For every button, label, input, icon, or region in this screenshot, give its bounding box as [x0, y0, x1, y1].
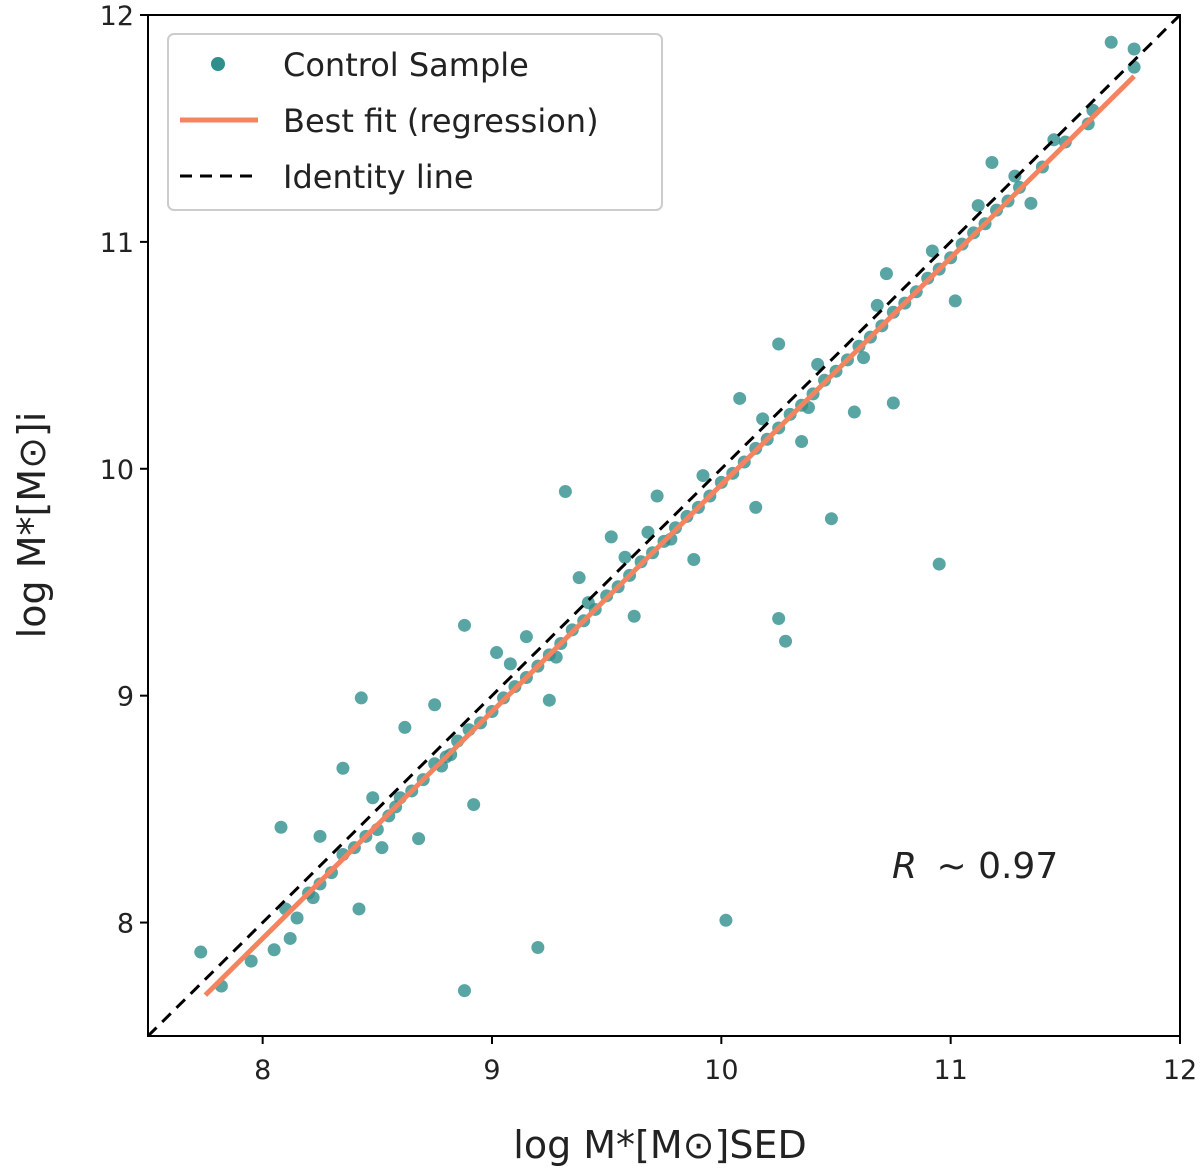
data-point-92	[558, 484, 572, 498]
data-point-73	[1127, 42, 1141, 56]
data-point-90	[531, 941, 545, 955]
legend-marker-control-sample	[211, 57, 225, 71]
data-point-119	[503, 657, 517, 671]
data-point-76	[283, 931, 297, 945]
y-tick-label-12: 12	[100, 1, 134, 32]
x-tick-label-8: 8	[254, 1055, 271, 1086]
data-point-124	[811, 357, 825, 371]
x-axis-title: log M*[M⊙]SED	[513, 1123, 806, 1167]
data-point-128	[1008, 169, 1022, 183]
data-point-72	[1104, 35, 1118, 49]
data-point-80	[352, 902, 366, 916]
data-point-78	[336, 761, 350, 775]
y-tick-label-9: 9	[117, 682, 134, 713]
data-point-88	[490, 646, 504, 660]
y-axis-title: log M*[M⊙]i	[10, 412, 54, 639]
y-tick-label-11: 11	[100, 228, 134, 259]
y-tick-label-8: 8	[117, 909, 134, 940]
data-point-84	[428, 698, 442, 712]
data-point-5	[290, 911, 304, 925]
identity-line	[148, 15, 1180, 1036]
correlation-annotation: R ~ 0.97	[892, 846, 1058, 887]
best-fit-line	[203, 74, 1136, 997]
data-point-95	[627, 609, 641, 623]
x-tick-label-9: 9	[483, 1055, 500, 1086]
data-point-79	[354, 691, 368, 705]
data-point-2	[244, 954, 258, 968]
data-point-82	[398, 720, 412, 734]
data-point-127	[971, 199, 985, 213]
data-point-116	[366, 791, 380, 805]
data-point-104	[795, 435, 809, 449]
data-point-105	[824, 512, 838, 526]
data-point-120	[581, 596, 595, 610]
data-point-75	[274, 820, 288, 834]
data-point-100	[749, 500, 763, 514]
data-point-3	[267, 943, 281, 957]
annotation-value: ~ 0.97	[936, 846, 1058, 887]
data-point-101	[772, 337, 786, 351]
data-point-81	[375, 841, 389, 855]
x-tick-label-10: 10	[704, 1055, 738, 1086]
data-point-97	[687, 553, 701, 567]
data-point-83	[412, 832, 426, 846]
legend-label-identity-line: Identity line	[283, 158, 474, 196]
data-point-130	[857, 351, 871, 365]
data-point-103	[779, 634, 793, 648]
legend-label-best-fit: Best fit (regression)	[283, 102, 599, 140]
annotation-prefix: R	[892, 846, 917, 887]
data-point-98	[719, 913, 733, 927]
data-point-85	[457, 618, 471, 632]
data-point-87	[467, 798, 481, 812]
data-point-129	[618, 550, 632, 564]
data-point-108	[886, 396, 900, 410]
plot-frame	[147, 14, 1181, 1037]
x-tick-label-12: 12	[1163, 1055, 1197, 1086]
data-point-99	[733, 391, 747, 405]
data-point-93	[572, 571, 586, 585]
data-point-125	[870, 298, 884, 312]
data-point-94	[604, 530, 618, 544]
data-point-123	[756, 412, 770, 426]
data-point-112	[1024, 196, 1038, 210]
data-point-74	[1127, 60, 1141, 74]
data-point-102	[772, 612, 786, 626]
legend-box	[167, 33, 663, 211]
axis-ticks: 8 9 10 11 12 8 9 10 11 12	[100, 1, 1198, 1086]
data-point-121	[641, 525, 655, 539]
data-point-0	[194, 945, 208, 959]
data-point-77	[313, 829, 327, 843]
data-point-107	[879, 267, 893, 281]
data-point-96	[650, 489, 664, 503]
x-tick-label-11: 11	[933, 1055, 967, 1086]
data-point-111	[985, 155, 999, 169]
data-point-110	[948, 294, 962, 308]
legend-label-control-sample: Control Sample	[283, 46, 529, 84]
data-point-89	[519, 630, 533, 644]
data-point-86	[457, 984, 471, 998]
plot-marks	[148, 15, 1180, 1036]
data-point-91	[542, 693, 556, 707]
legend: Control Sample Best fit (regression) Ide…	[167, 33, 663, 211]
data-point-126	[925, 244, 939, 258]
data-point-106	[847, 405, 861, 419]
data-point-109	[932, 557, 946, 571]
y-tick-label-10: 10	[100, 455, 134, 486]
data-point-122	[696, 469, 710, 483]
